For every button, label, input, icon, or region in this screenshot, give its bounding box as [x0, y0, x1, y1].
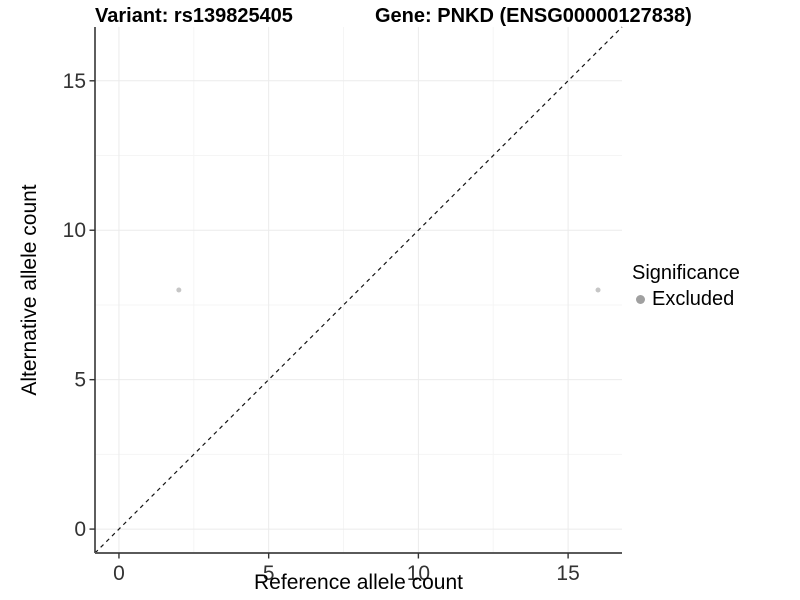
data-point	[176, 287, 182, 293]
legend-item-excluded: Excluded	[632, 288, 740, 311]
x-tick-label: 10	[407, 562, 430, 585]
legend-title: Significance	[632, 262, 740, 284]
legend: Significance Excluded	[632, 262, 740, 311]
identity-line	[94, 26, 623, 554]
data-point	[595, 287, 601, 293]
chart-canvas: 0 5 10 15 0 5 10 15	[63, 26, 623, 585]
x-tick-label: 0	[113, 562, 125, 585]
y-tick-label: 15	[63, 70, 86, 93]
x-tick-label: 15	[556, 562, 579, 585]
y-tick-label: 5	[74, 369, 86, 392]
gene-title: Gene: PNKD (ENSG00000127838)	[375, 5, 692, 27]
legend-item-label: Excluded	[652, 288, 735, 310]
variant-title: Variant: rs139825405	[95, 5, 293, 27]
legend-point-icon	[636, 295, 645, 304]
y-axis-title: Alternative allele count	[18, 184, 41, 396]
x-axis-title: Reference allele count	[254, 571, 463, 594]
y-tick-label: 0	[74, 518, 86, 541]
y-tick-label: 10	[63, 219, 86, 242]
x-tick-label: 5	[263, 562, 275, 585]
